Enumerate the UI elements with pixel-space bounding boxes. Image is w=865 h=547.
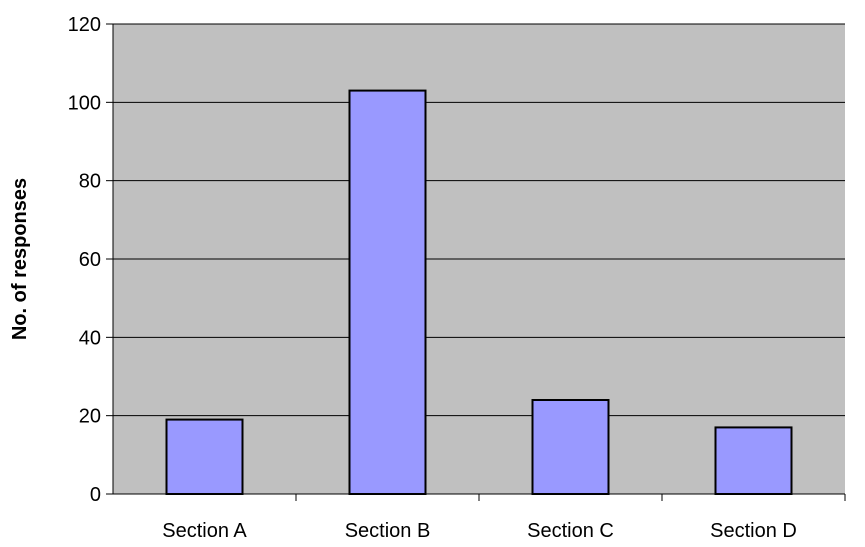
gridlines — [113, 23, 845, 417]
y-tick-label: 100 — [68, 92, 101, 114]
bar — [531, 399, 610, 495]
y-axis-title: No. of responses — [9, 178, 31, 340]
x-tick-label: Section D — [710, 520, 797, 542]
x-tick-labels: Section A Section B Section C Section D — [162, 520, 797, 542]
y-tick-label: 60 — [79, 249, 101, 271]
y-tick-label: 20 — [79, 406, 101, 428]
x-tick-label: Section B — [345, 520, 431, 542]
y-tick-label: 0 — [90, 484, 101, 506]
y-tick-label: 80 — [79, 171, 101, 193]
x-tick-label: Section A — [162, 520, 247, 542]
x-tick-label: Section C — [527, 520, 614, 542]
y-tick-label: 40 — [79, 327, 101, 349]
y-tick-label: 120 — [68, 14, 101, 36]
bar — [348, 89, 427, 495]
axes — [106, 23, 846, 501]
bar — [165, 418, 244, 496]
bars — [165, 89, 793, 496]
y-tick-labels: 0 20 40 60 80 100 120 — [68, 14, 101, 506]
bar — [714, 426, 793, 495]
